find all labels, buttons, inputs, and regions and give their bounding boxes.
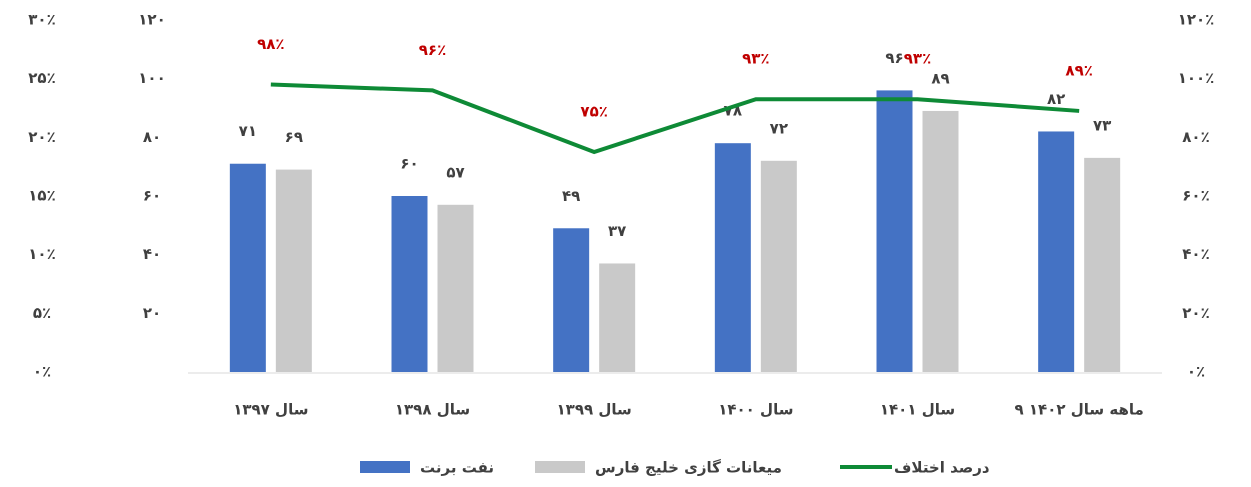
tick-label: ۵٪ <box>33 304 51 322</box>
value-label: ۵۷ <box>446 163 464 181</box>
value-label: ۹۳٪ <box>904 50 931 68</box>
tick-label: ۱۲۰ <box>138 11 165 29</box>
line <box>270 82 1080 155</box>
x-tick-label: سال ۱۴۰۱ <box>880 401 955 419</box>
tick-label: ۲۰ <box>143 304 161 322</box>
tick-label: ۶۰٪ <box>1182 187 1209 205</box>
value-label: ۹۶٪ <box>419 41 446 59</box>
value-label: ۸۹٪ <box>1065 61 1092 79</box>
value-label: ۹۶ <box>885 49 903 67</box>
tick-label: ۲۵٪ <box>28 69 55 87</box>
value-label: ۹۳٪ <box>742 50 769 68</box>
bar <box>922 110 959 372</box>
x-tick-label: ۹ ماهه سال ۱۴۰۲ <box>1015 401 1144 419</box>
bar <box>1038 131 1075 372</box>
value-label: ۶۰ <box>400 155 418 173</box>
tick-label: ۱۰٪ <box>28 245 55 263</box>
value-label: ۷۲ <box>770 119 788 137</box>
value-label: ۷۵٪ <box>580 103 607 121</box>
value-label: ۸۹ <box>931 69 949 87</box>
bar <box>599 263 636 372</box>
value-label: ۳۷ <box>608 222 626 240</box>
value-label: ۷۳ <box>1093 116 1111 134</box>
tick-label: ۳۰٪ <box>28 11 55 29</box>
value-label: ۴۹ <box>562 187 580 205</box>
x-tick-label: سال ۱۳۹۷ <box>233 401 308 419</box>
value-label: ۷۱ <box>239 122 257 140</box>
legend-swatch <box>535 461 585 473</box>
value-label: ۹۸٪ <box>257 35 284 53</box>
tick-label: ۱۲۰٪ <box>1178 11 1215 29</box>
tick-label: ۸۰ <box>143 128 161 146</box>
tick-label: ۴۰٪ <box>1182 245 1209 263</box>
tick-label: ۲۰٪ <box>1182 304 1209 322</box>
bar <box>391 196 428 372</box>
tick-label: ۱۰۰ <box>138 69 165 87</box>
tick-label: ۶۰ <box>143 187 161 205</box>
bar <box>275 169 312 372</box>
x-tick-label: سال ۱۳۹۸ <box>395 401 470 419</box>
tick-label: ۰٪ <box>1187 363 1205 381</box>
legend-label: نفت برنت <box>420 459 494 477</box>
x-tick-label: سال ۱۴۰۰ <box>718 401 793 419</box>
bar <box>1084 157 1121 372</box>
bar <box>229 163 266 372</box>
tick-label: ۰٪ <box>33 363 51 381</box>
legend-swatch <box>360 461 410 473</box>
bar <box>714 143 751 372</box>
tick-label: ۴۰ <box>143 245 161 263</box>
legend-label: میعانات گازی خلیج فارس <box>595 459 782 477</box>
bar <box>553 228 590 372</box>
tick-label: ۱۵٪ <box>28 187 55 205</box>
x-tick-label: سال ۱۳۹۹ <box>557 401 632 419</box>
bar <box>437 204 474 372</box>
tick-label: ۱۰۰٪ <box>1178 69 1215 87</box>
tick-label: ۸۰٪ <box>1182 128 1209 146</box>
bar <box>760 160 797 372</box>
value-label: ۸۲ <box>1047 90 1065 108</box>
bar <box>876 90 913 373</box>
legend-label: درصد اختلاف <box>894 459 990 477</box>
value-label: ۶۹ <box>285 128 303 146</box>
tick-label: ۲۰٪ <box>28 128 55 146</box>
